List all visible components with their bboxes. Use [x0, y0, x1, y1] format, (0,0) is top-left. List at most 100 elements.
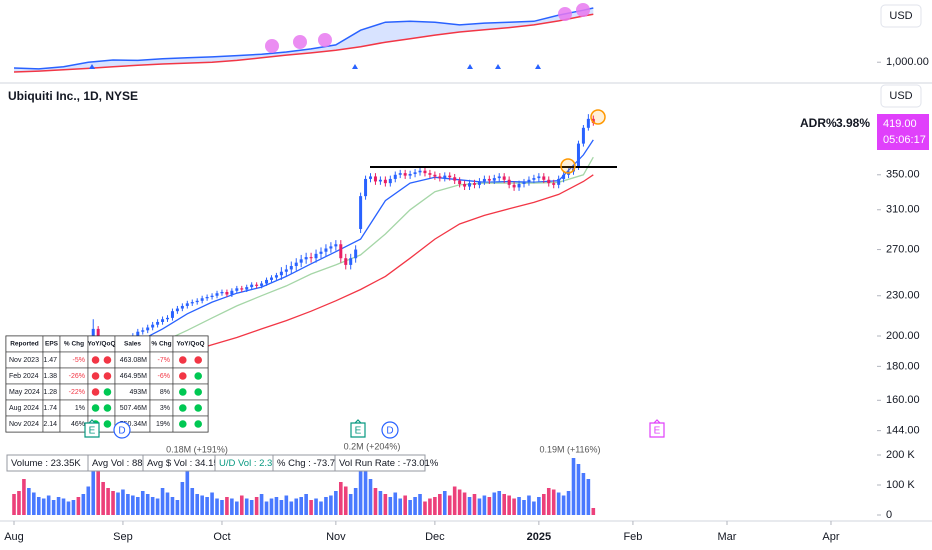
adr-value: 3.98%: [836, 116, 870, 130]
table-dot: [103, 372, 112, 380]
volume-bar: [383, 494, 388, 515]
candle-body: [591, 118, 595, 123]
candle-body: [284, 269, 288, 272]
volume-bar: [96, 467, 100, 515]
candle-body: [453, 177, 457, 181]
table-text: May 2024: [9, 389, 40, 396]
candle-body: [170, 311, 174, 318]
candle-body: [552, 183, 556, 185]
table-cell: [172, 399, 209, 417]
stat: Volume : 23.35K: [11, 458, 81, 469]
y-tick-label: 270.00: [886, 243, 920, 255]
currency-button[interactable]: [880, 4, 922, 28]
candle-body: [542, 176, 546, 180]
volume-bar: [299, 497, 303, 515]
table-text: 507.46M: [120, 405, 147, 412]
volume-bar: [225, 497, 229, 515]
y-tick-label: 200 K: [886, 449, 915, 461]
candle-body: [413, 172, 417, 174]
table-text: 464.95M: [120, 373, 147, 380]
volume-bar: [66, 501, 71, 515]
candle-body: [255, 284, 259, 286]
candle-body: [512, 184, 516, 188]
volume-bar: [487, 497, 492, 515]
x-tick-label: Mar: [718, 531, 737, 543]
x-tick-label: Oct: [213, 531, 230, 543]
table-text: -22%: [69, 389, 85, 396]
candle-body: [141, 330, 145, 332]
candle-body: [359, 196, 363, 229]
volume-bar: [230, 498, 234, 515]
signal-triangle: [89, 64, 95, 69]
volume-bar: [12, 494, 16, 515]
candle-body: [581, 127, 585, 144]
candle-body: [265, 279, 269, 284]
candle-body: [463, 183, 467, 187]
volume-bar: [571, 458, 576, 515]
candle-body: [146, 327, 150, 331]
volume-bar: [135, 497, 140, 515]
volume-bar: [195, 494, 200, 515]
volume-bar: [259, 494, 264, 515]
new-high-marker: [318, 33, 332, 47]
earnings-marker: [350, 419, 366, 438]
volume-bar: [145, 494, 150, 515]
candle-body: [235, 288, 239, 291]
volume-bar: [121, 489, 125, 515]
volume-bar: [497, 491, 502, 515]
new-high-marker: [576, 3, 590, 17]
volume-bar: [393, 492, 398, 515]
table-header: % Chg: [151, 341, 171, 348]
candle-body: [190, 302, 194, 304]
volume-bar: [220, 500, 224, 515]
candle-body: [443, 175, 447, 179]
volume-bar: [329, 495, 333, 515]
volume-bar: [249, 500, 254, 515]
table-text: -7%: [158, 357, 170, 364]
volume-bar: [274, 497, 279, 515]
volume-bar: [264, 501, 269, 515]
event-label: D: [386, 426, 393, 437]
volume-bar: [126, 494, 130, 515]
stat: Avg $ Vol : 34.15M: [147, 458, 227, 469]
table-text: 550.34M: [120, 421, 147, 428]
volume-bar: [314, 498, 318, 515]
volume-bar: [289, 501, 294, 515]
volume-bar: [353, 488, 358, 515]
currency-button[interactable]: [880, 84, 922, 108]
volume-bar: [517, 497, 521, 515]
volume-bar: [86, 486, 91, 515]
volume-bar: [373, 488, 378, 515]
table-dot: [179, 388, 187, 396]
y-tick-label: 100 K: [886, 479, 915, 491]
x-tick-label: Aug: [4, 531, 24, 543]
candle-body: [497, 176, 501, 179]
table-header: YoY/QoQ: [87, 341, 115, 348]
volume-bar: [482, 495, 487, 515]
candle-body: [458, 180, 462, 184]
volume-note: 0.18M (+191%): [166, 444, 228, 454]
currency[interactable]: USD: [889, 10, 912, 22]
volume-bar: [269, 498, 274, 515]
volume-bar: [581, 473, 586, 515]
candle-body: [378, 179, 382, 182]
table-dot: [179, 404, 187, 412]
volume-bar: [398, 498, 403, 515]
volume-bar: [423, 501, 427, 515]
candle-body: [96, 328, 100, 339]
event-label: E: [355, 426, 362, 437]
candle-body: [423, 170, 427, 174]
volume-bar: [22, 479, 26, 515]
table-dot: [179, 372, 187, 380]
volume-bar: [71, 500, 76, 515]
stat: % Chg : -73.7%: [277, 458, 344, 469]
candle-body: [492, 178, 496, 181]
table-text: Aug 2024: [9, 405, 39, 412]
volume-bar: [363, 470, 368, 515]
volume-bar: [413, 497, 417, 515]
table-dot: [194, 372, 202, 380]
candle-body: [279, 271, 283, 276]
volume-bar: [368, 479, 373, 515]
currency[interactable]: USD: [889, 90, 912, 102]
candle-body: [151, 324, 155, 328]
